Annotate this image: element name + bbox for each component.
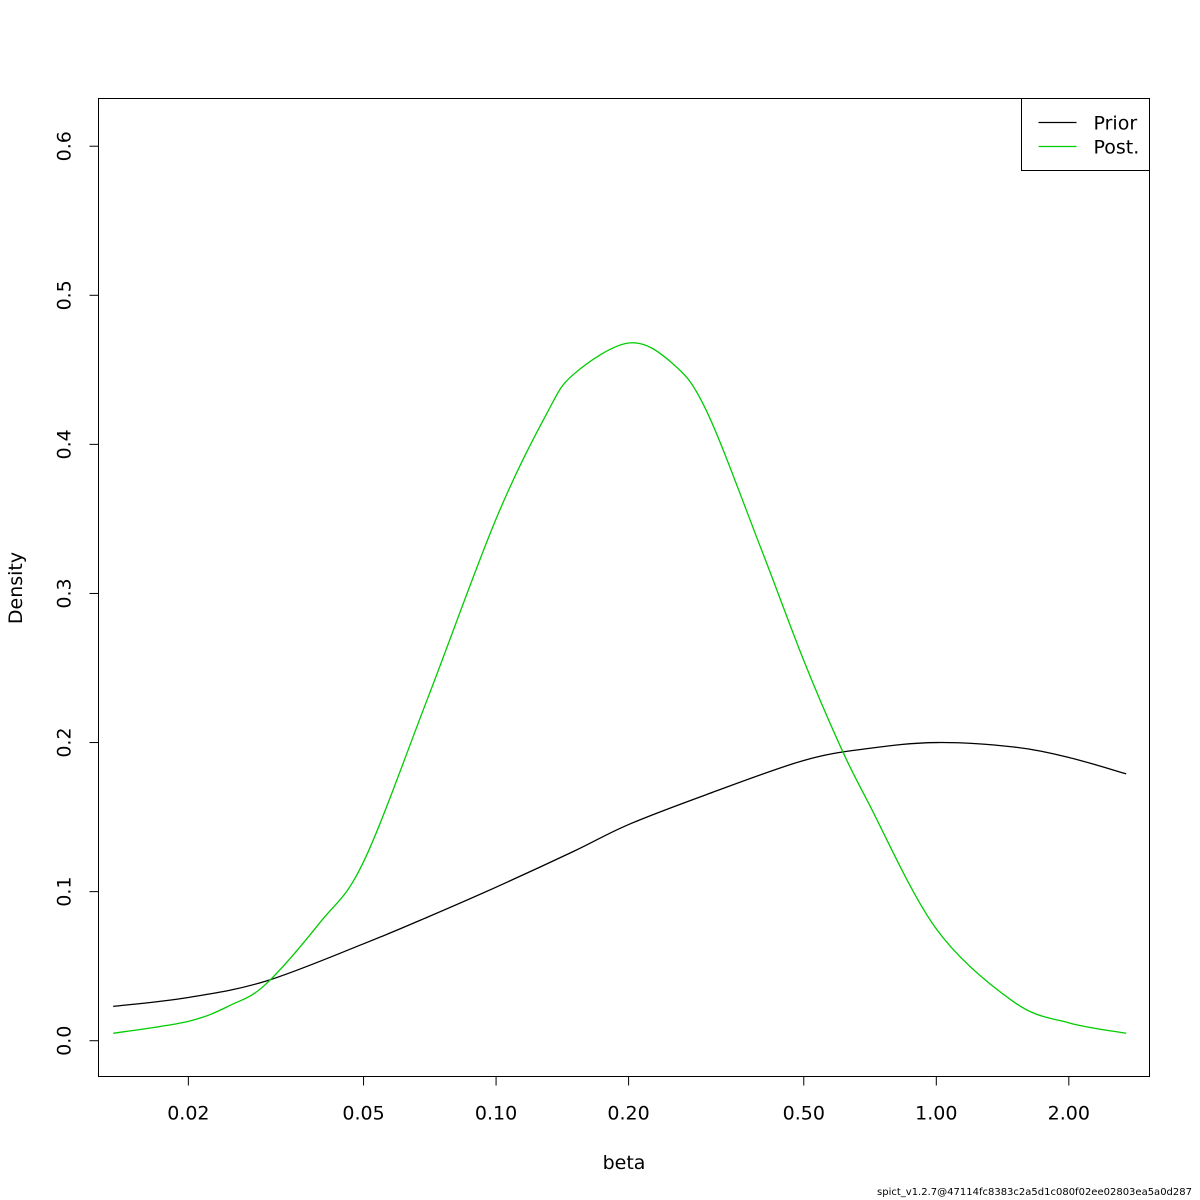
y-tick-label: 0.2 [54,727,76,757]
x-tick-label: 0.02 [167,1103,209,1125]
x-tick-label: 0.20 [607,1103,649,1125]
y-tick-label: 0.4 [54,429,76,459]
x-axis: 0.02 0.05 0.10 0.20 0.50 1.00 2.00 [167,1076,1090,1125]
series-line-prior [113,741,1127,1008]
series-line-post [113,342,1127,1034]
legend-label: Post. [1094,137,1140,159]
x-tick-label: 0.10 [475,1103,517,1125]
y-tick-label: 0.0 [54,1026,76,1056]
x-tick-label: 2.00 [1048,1103,1090,1125]
legend-box [1021,98,1150,171]
y-tick-label: 0.3 [54,578,76,608]
x-axis-title: beta [603,1152,646,1174]
y-tick-label: 0.1 [54,877,76,907]
y-axis: 0.0 0.1 0.2 0.3 0.4 0.5 0.6 [54,131,99,1056]
y-tick-label: 0.5 [54,280,76,310]
x-tick-label: 0.05 [342,1103,384,1125]
version-footer: spict_v1.2.7@47114fc8383c2a5d1c080f02ee0… [877,1187,1192,1198]
x-tick-label: 1.00 [915,1103,957,1125]
x-tick-label: 0.50 [783,1103,825,1125]
legend-label: Prior [1094,113,1138,135]
y-axis-title: Density [5,552,27,624]
y-tick-label: 0.6 [54,131,76,161]
series-layer [113,342,1127,1034]
